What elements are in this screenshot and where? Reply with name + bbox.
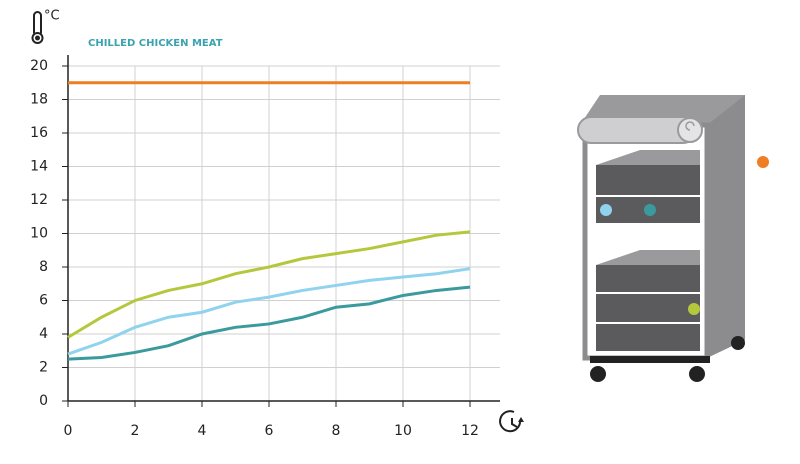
x-tick-label: 2 — [131, 423, 140, 439]
data-line — [67, 230, 471, 339]
series-marker — [600, 204, 612, 216]
x-tick-label: 4 — [198, 423, 207, 439]
series-marker — [644, 204, 656, 216]
y-tick-label: 4 — [39, 326, 48, 342]
y-tick-label: 6 — [39, 293, 48, 309]
series-marker — [688, 303, 700, 315]
data-line — [67, 267, 471, 356]
series-marker — [757, 156, 769, 168]
y-tick-label: 8 — [39, 259, 48, 275]
y-axis-label: °C — [44, 9, 60, 24]
data-line — [67, 285, 471, 361]
y-tick-label: 18 — [30, 92, 48, 108]
thermometer-icon — [31, 11, 44, 44]
x-tick-label: 8 — [332, 423, 341, 439]
plot: 0 2 4 6 8 10 12 14 16 18 20 0 2 4 6 8 10 12 — [30, 55, 500, 439]
clock-icon — [499, 410, 524, 433]
x-tick-label: 12 — [461, 423, 479, 439]
chart-title: CHILLED CHICKEN MEAT — [88, 38, 223, 49]
y-tick-label: 16 — [30, 125, 48, 141]
y-tick-label: 10 — [30, 226, 48, 242]
x-tick-label: 0 — [64, 423, 73, 439]
y-tick-label: 14 — [30, 159, 48, 175]
y-tick-label: 0 — [39, 393, 48, 409]
y-tick-label: 12 — [30, 192, 48, 208]
x-tick-label: 6 — [265, 423, 274, 439]
x-tick-label: 10 — [394, 423, 412, 439]
y-tick-label: 20 — [30, 58, 48, 74]
cabinet-illustration — [577, 95, 745, 382]
y-tick-label: 2 — [39, 360, 48, 376]
